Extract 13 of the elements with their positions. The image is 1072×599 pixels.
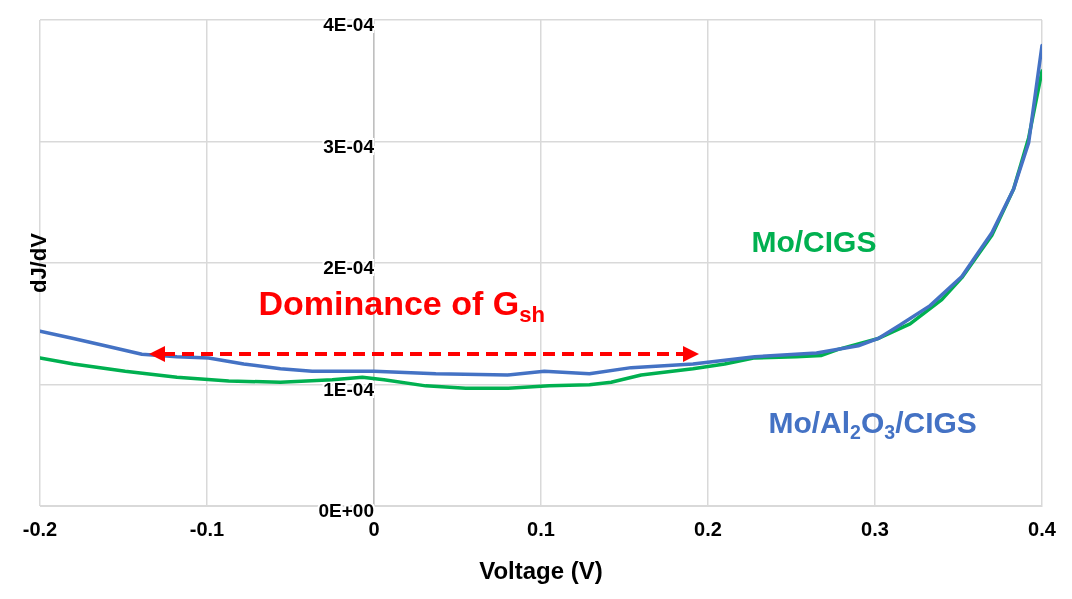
- x-tick-label: 0.1: [527, 517, 555, 540]
- x-tick-label: -0.1: [189, 517, 225, 540]
- text: Mo/CIGS: [751, 224, 877, 258]
- x-tick-label: 0.3: [861, 517, 889, 540]
- y-axis-title: dJ/dV: [26, 232, 52, 294]
- y-tick-label: 3E-04: [323, 135, 375, 157]
- y-tick-label: 1E-04: [323, 378, 375, 400]
- x-tick-label: -0.2: [22, 517, 58, 540]
- y-tick-label: 4E-04: [323, 14, 375, 36]
- x-tick-label: 0.4: [1028, 517, 1057, 540]
- x-axis-title: Voltage (V): [479, 557, 603, 585]
- x-tick-label: 0.2: [694, 517, 722, 540]
- y-tick-label: 2E-04: [323, 257, 375, 279]
